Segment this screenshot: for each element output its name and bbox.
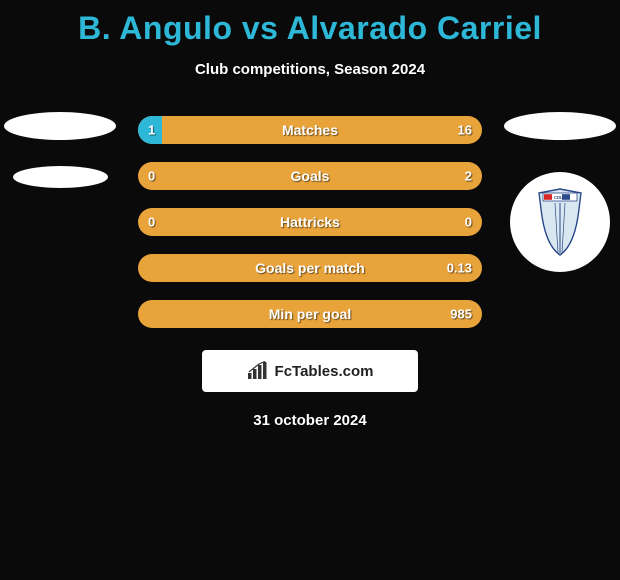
stat-value-right: 985 [450, 307, 472, 322]
stat-label: Goals [291, 168, 330, 184]
stat-value-right: 16 [458, 123, 472, 138]
stat-row: Goals 0 2 [138, 162, 482, 190]
stat-label: Matches [282, 122, 338, 138]
stat-value-right: 0.13 [447, 261, 472, 276]
stat-row: Hattricks 0 0 [138, 208, 482, 236]
stat-value-left: 1 [148, 123, 155, 138]
stat-label: Hattricks [280, 214, 340, 230]
bar-chart-icon [247, 361, 269, 381]
stat-row: Min per goal 985 [138, 300, 482, 328]
stat-row: Matches 1 16 [138, 116, 482, 144]
page-title: B. Angulo vs Alvarado Carriel [0, 0, 620, 47]
date-line: 31 october 2024 [0, 412, 620, 429]
stat-label: Goals per match [255, 260, 365, 276]
stat-row: Goals per match 0.13 [138, 254, 482, 282]
stat-value-left: 0 [148, 215, 155, 230]
stat-value-right: 0 [465, 215, 472, 230]
stat-value-right: 2 [465, 169, 472, 184]
stat-value-left: 0 [148, 169, 155, 184]
stat-label: Min per goal [269, 306, 351, 322]
footer-brand-box: FcTables.com [202, 350, 418, 392]
comparison-chart: Matches 1 16 Goals 0 2 Hattricks 0 0 Goals per ma… [0, 116, 620, 328]
footer-brand-text: FcTables.com [275, 363, 374, 380]
subtitle: Club competitions, Season 2024 [0, 61, 620, 78]
